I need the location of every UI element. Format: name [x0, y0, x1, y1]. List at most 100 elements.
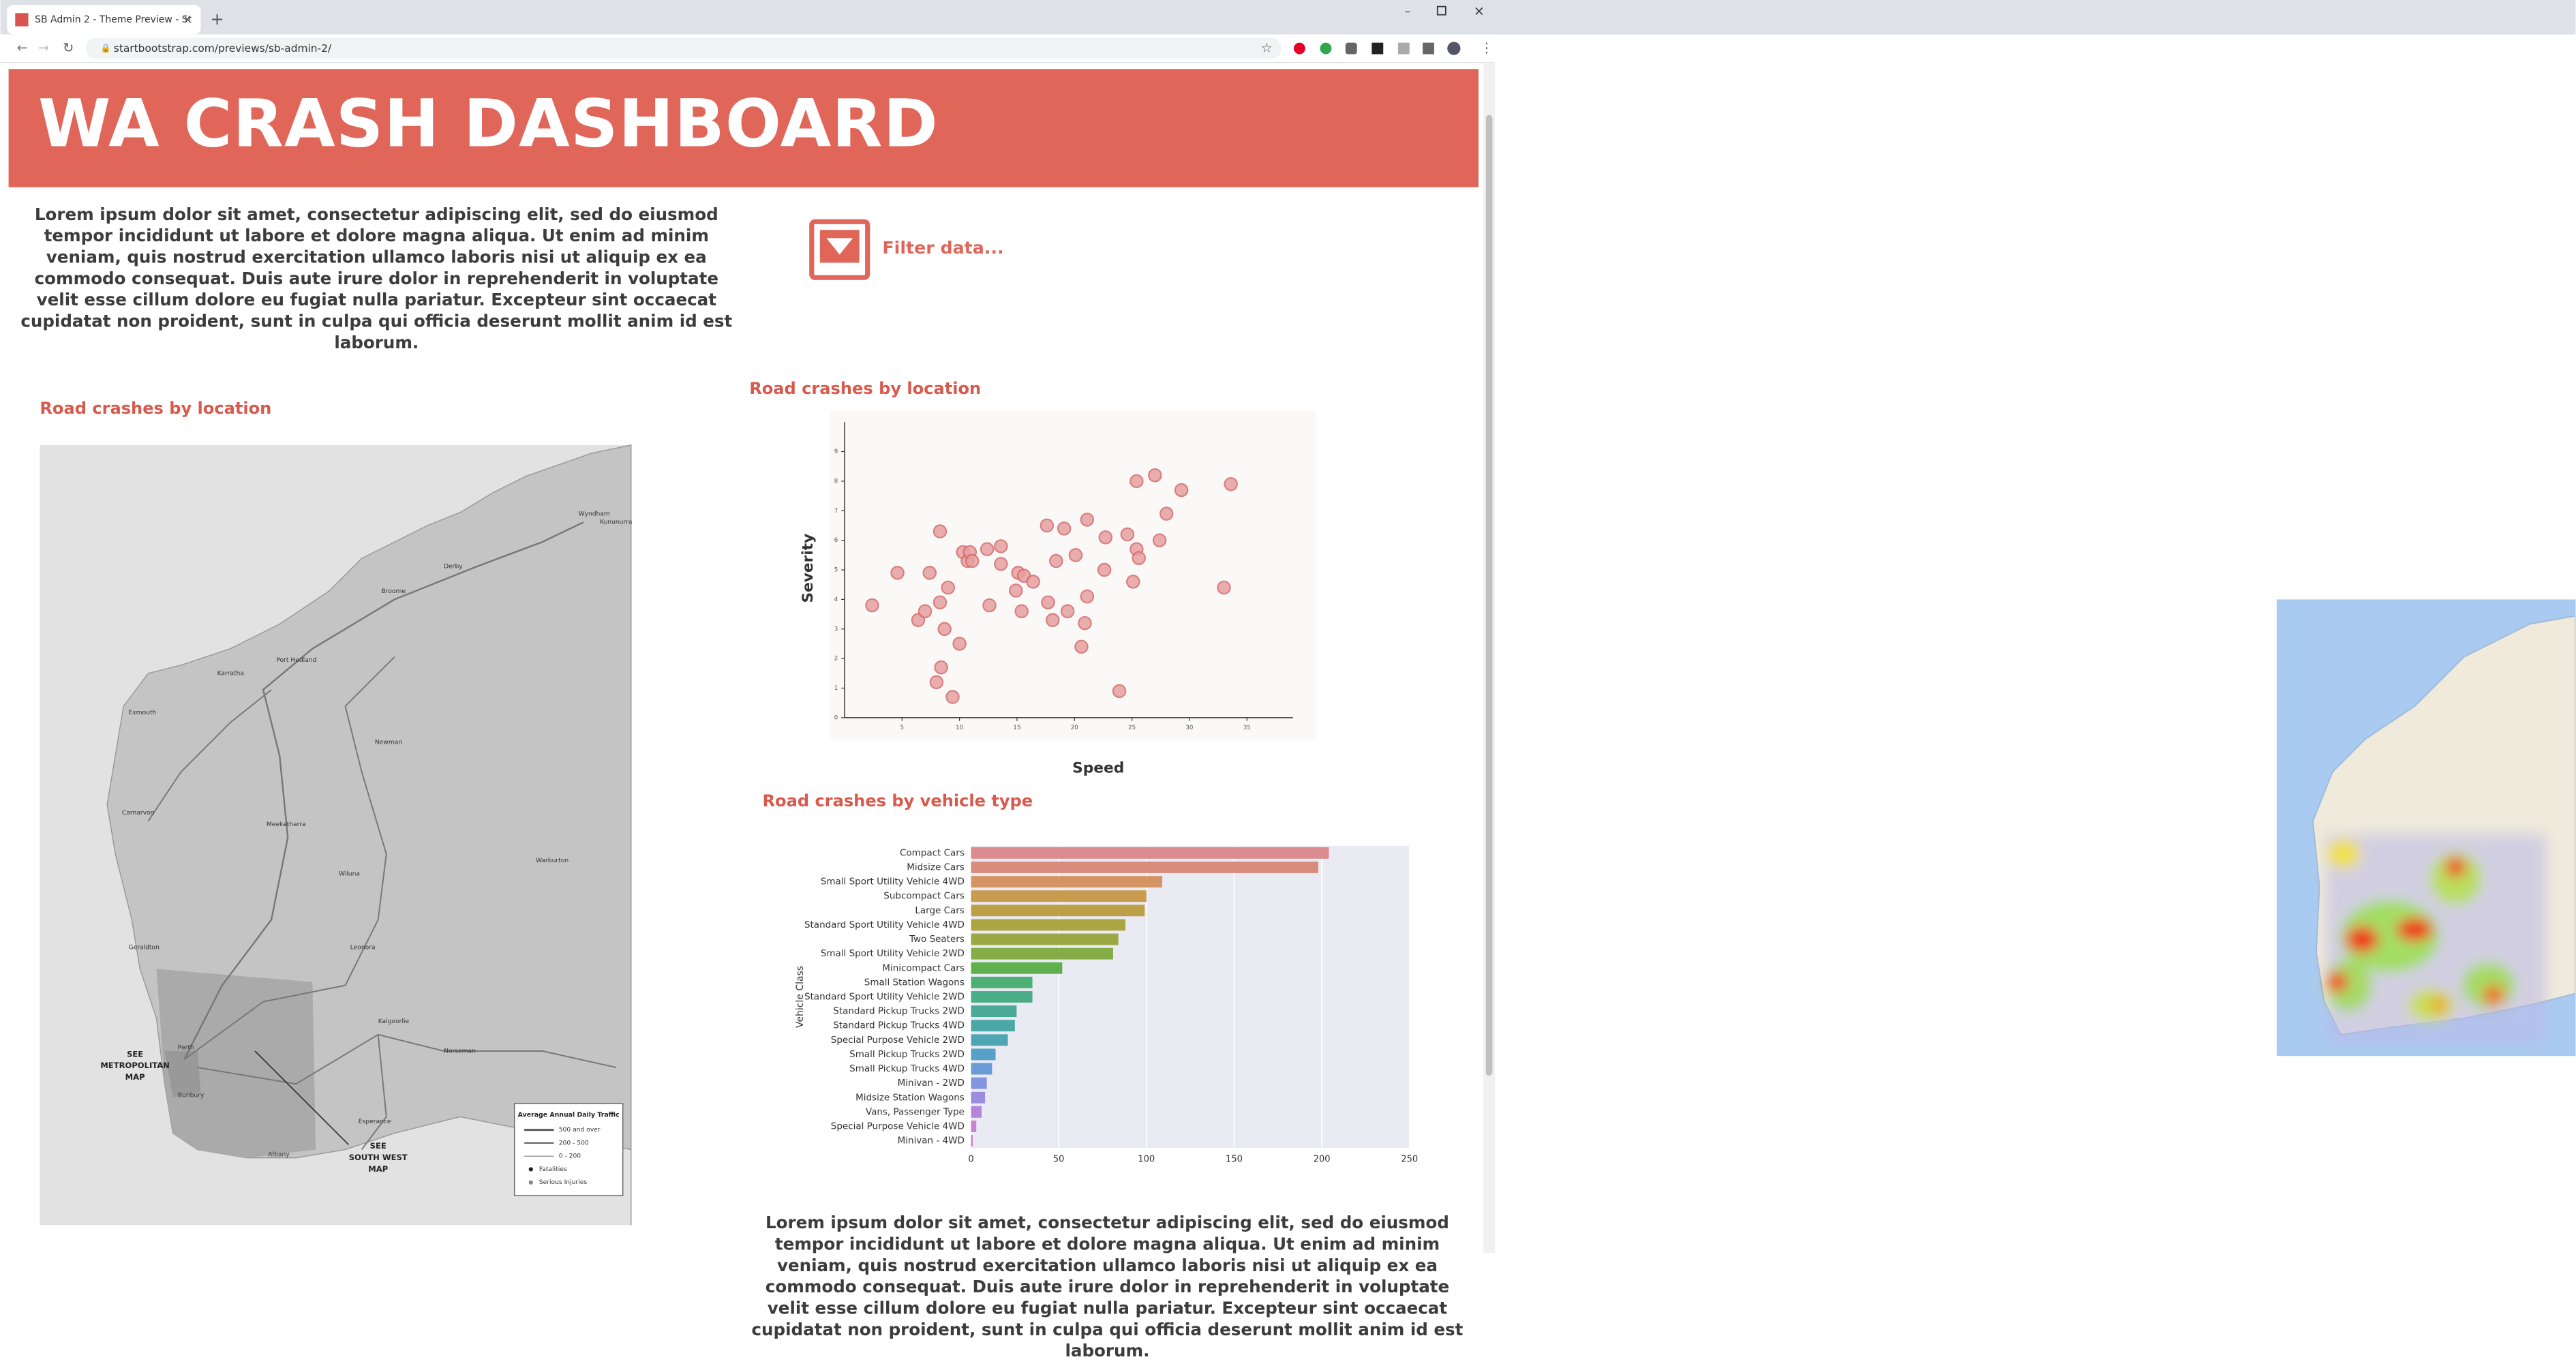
- bar: [971, 1091, 986, 1104]
- heat-blob: [2327, 972, 2348, 992]
- bar: [971, 1034, 1008, 1046]
- y-tick-label: Midsize Station Wagons: [855, 1092, 965, 1103]
- intro-text: Lorem ipsum dolor sit amet, consectetur …: [20, 207, 733, 354]
- x-tick-label: 50: [1053, 1155, 1065, 1165]
- scatter-point: [1040, 518, 1055, 533]
- map-place-label: Newman: [375, 740, 402, 746]
- x-tick-label: 25: [1128, 725, 1136, 731]
- menu-button[interactable]: ⋮: [1480, 40, 1493, 56]
- map-place-label: Kalgoorlie: [378, 1018, 410, 1025]
- scatter-point: [1126, 575, 1140, 589]
- extension-icon[interactable]: [1293, 42, 1305, 55]
- map-place-label: Wyndham: [579, 511, 610, 518]
- y-tick-label: Midsize Cars: [907, 862, 965, 872]
- scatter-point: [934, 660, 948, 675]
- map-place-label: Exmouth: [128, 710, 156, 716]
- x-tick-label: 35: [1243, 725, 1251, 731]
- map-place-label: Albany: [268, 1151, 290, 1158]
- extension-icon[interactable]: [1372, 42, 1384, 55]
- page-title: WA CRASH DASHBOARD: [38, 85, 939, 162]
- bar: [971, 847, 1329, 859]
- new-tab[interactable]: +: [211, 10, 224, 29]
- forward-button[interactable]: →: [38, 40, 49, 56]
- tab-close[interactable]: ×: [183, 12, 192, 26]
- map-legend-box: [513, 1103, 624, 1196]
- intro-box: Lorem ipsum dolor sit amet, consectetur …: [20, 207, 733, 354]
- scatter-title: Road crashes by location: [749, 379, 981, 398]
- scatter-point: [1098, 530, 1113, 545]
- x-tick-label: 250: [1401, 1155, 1418, 1165]
- heat-blob: [2483, 985, 2504, 1005]
- tab-title: SB Admin 2 - Theme Preview - St: [35, 14, 192, 25]
- y-tick-label: Small Pickup Trucks 4WD: [849, 1063, 965, 1074]
- heat-blob: [2408, 988, 2455, 1022]
- scatter-point: [982, 598, 997, 613]
- bookmark-star[interactable]: ☆: [1261, 40, 1273, 56]
- heat-blob: [2346, 926, 2379, 953]
- y-tick-label: Vans, Passenger Type: [866, 1106, 965, 1117]
- tab[interactable]: [7, 5, 201, 35]
- map-place-label: Norseman: [444, 1048, 476, 1054]
- y-tick-label: Minivan - 2WD: [898, 1078, 965, 1089]
- x-tick-label: 15: [1013, 725, 1020, 731]
- address-bar[interactable]: [85, 37, 1282, 59]
- scatter-point: [1074, 639, 1089, 654]
- map-place-label: Bunbury: [178, 1093, 204, 1099]
- map-place-label: Esperance: [359, 1119, 391, 1125]
- y-tick-label: 5: [834, 567, 838, 574]
- filter-label[interactable]: Filter data...: [882, 238, 1003, 258]
- y-tick-label: Large Cars: [915, 905, 964, 916]
- y-axis-label: Severity: [800, 534, 817, 603]
- close-button[interactable]: ×: [1474, 3, 1485, 18]
- scrollbar-thumb[interactable]: [1485, 115, 1493, 1076]
- map-callout: SEE: [127, 1049, 143, 1059]
- scatter-point: [937, 622, 952, 637]
- minimize-button[interactable]: –: [1405, 4, 1410, 18]
- heatmap: [2276, 599, 2576, 1057]
- scatter-point: [980, 542, 995, 556]
- heat-layer: [2326, 834, 2547, 1045]
- bar: [971, 1121, 977, 1132]
- filter-button[interactable]: [809, 219, 870, 280]
- map-callout: METROPOLITAN: [100, 1061, 169, 1070]
- map-road: [197, 1033, 617, 1085]
- y-tick-label: 1: [834, 685, 838, 692]
- back-button[interactable]: ←: [17, 40, 28, 56]
- map-title: Road crashes by location: [40, 399, 271, 418]
- bar: [971, 1077, 987, 1089]
- extension-icon[interactable]: [1320, 42, 1332, 55]
- scatter-point: [1148, 468, 1162, 483]
- bar: [971, 1020, 1015, 1032]
- y-tick-label: Compact Cars: [900, 847, 965, 858]
- bar: [971, 962, 1063, 974]
- bar: [971, 1106, 982, 1118]
- map-place-label: Meekatharra: [267, 821, 306, 828]
- extension-icon[interactable]: [1397, 42, 1410, 55]
- scatter-point: [1174, 483, 1189, 498]
- extensions-button[interactable]: [1423, 42, 1434, 55]
- south-west-region: [156, 969, 316, 1158]
- lock-icon: 🔒: [101, 44, 111, 53]
- reload-button[interactable]: ↻: [63, 40, 74, 56]
- y-tick-label: Small Station Wagons: [864, 977, 965, 988]
- scatter-point: [1080, 513, 1095, 527]
- y-tick-label: Standard Pickup Trucks 2WD: [833, 1006, 965, 1017]
- profile-avatar[interactable]: [1447, 42, 1461, 55]
- x-tick-label: 20: [1071, 725, 1078, 731]
- map-callout: SEE: [370, 1141, 387, 1151]
- map-place-label: Leonora: [350, 945, 376, 952]
- scatter-point: [941, 580, 956, 595]
- map-place-label: Port Hedland: [276, 657, 316, 664]
- maximize-button[interactable]: [1436, 5, 1446, 16]
- scatter-point: [1080, 589, 1095, 604]
- heat-blob: [2327, 839, 2361, 869]
- extension-icon[interactable]: [1345, 42, 1357, 55]
- map-road: [183, 521, 584, 1060]
- scatter-point: [1112, 684, 1127, 699]
- scatter-point: [1041, 595, 1055, 609]
- x-tick-label: 30: [1185, 725, 1193, 731]
- map-place-label: Warburton: [536, 857, 569, 864]
- tab-favicon: [15, 13, 29, 27]
